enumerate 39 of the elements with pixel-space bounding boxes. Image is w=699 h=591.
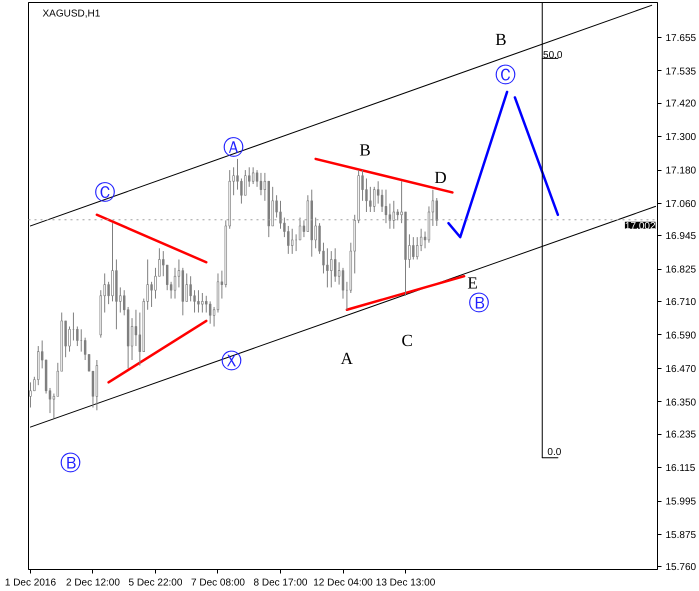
x-tick-label: 2 Dec 12:00 <box>66 578 120 588</box>
annotation: Ⓒ <box>94 180 116 204</box>
x-tick-label: 13 Dec 13:00 <box>376 578 436 588</box>
y-tick-label: 16.235 <box>666 430 697 441</box>
annotation: B <box>495 30 507 49</box>
x-tick-label: 12 Dec 04:00 <box>313 578 374 588</box>
annotation: 0.0 <box>547 447 562 458</box>
y-tick-label: 15.760 <box>666 562 697 574</box>
y-tick-label: 17.060 <box>666 199 697 210</box>
y-tick-label: 17.180 <box>666 166 697 177</box>
annotation: E <box>467 274 478 293</box>
x-tick-label: 5 Dec 22:00 <box>128 578 183 588</box>
y-tick-label: 16.590 <box>666 330 697 342</box>
annotation: Ⓒ <box>494 63 516 88</box>
annotation: Ⓐ <box>223 136 244 160</box>
y-tick-label: 15.875 <box>666 530 697 542</box>
y-tick-label: 17.300 <box>666 132 697 144</box>
y-tick-label: 16.825 <box>666 264 697 276</box>
ref-line-label: 17.002 <box>624 220 656 232</box>
annotation: Ⓑ <box>60 450 82 475</box>
annotation: D <box>434 168 447 188</box>
x-tick-label: 1 Dec 2016 <box>4 578 56 588</box>
y-tick-label: 16.470 <box>666 364 697 375</box>
y-tick-label: 15.995 <box>666 496 697 508</box>
y-tick-label: 16.945 <box>666 231 697 242</box>
annotation: A <box>340 349 354 368</box>
x-tick-label: 7 Dec 08:00 <box>191 578 246 588</box>
text: XAGUSD,H1 <box>42 8 101 20</box>
x-tick-label: 8 Dec 17:00 <box>254 578 308 588</box>
y-tick-label: 16.710 <box>666 296 697 308</box>
y-tick-label: 17.535 <box>666 66 697 78</box>
annotation: B <box>359 140 371 160</box>
annotation: Ⓧ <box>221 348 242 373</box>
y-tick-label: 16.115 <box>666 463 696 474</box>
annotation: C <box>401 330 413 350</box>
y-tick-label: 17.655 <box>666 32 697 44</box>
y-tick-label: 17.420 <box>666 98 697 110</box>
y-tick-label: 16.350 <box>666 397 697 408</box>
annotation: Ⓑ <box>468 291 490 316</box>
